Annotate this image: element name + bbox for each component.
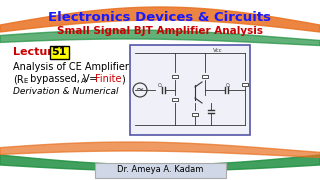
Bar [172, 98, 178, 100]
Text: =: = [85, 74, 100, 84]
Text: (R: (R [13, 74, 24, 84]
FancyBboxPatch shape [50, 46, 68, 58]
Bar [130, 45, 250, 135]
Text: ): ) [121, 74, 125, 84]
Text: Dr. Ameya A. Kadam: Dr. Ameya A. Kadam [117, 165, 203, 174]
Text: Small Signal BJT Amplifier Analysis: Small Signal BJT Amplifier Analysis [57, 26, 263, 36]
Bar [202, 75, 208, 78]
Text: Lecture: Lecture [13, 47, 60, 57]
Text: Finite: Finite [95, 74, 122, 84]
Text: 51: 51 [51, 47, 67, 57]
Text: A: A [81, 78, 86, 84]
Text: C₂: C₂ [225, 83, 231, 88]
Bar [172, 75, 178, 78]
FancyBboxPatch shape [94, 163, 226, 177]
Text: ~: ~ [136, 85, 144, 95]
Text: Vcc: Vcc [213, 48, 223, 53]
Text: bypassed, V: bypassed, V [27, 74, 90, 84]
Text: Analysis of CE Amplifier: Analysis of CE Amplifier [13, 62, 129, 72]
Bar [242, 82, 248, 85]
Text: Electronics Devices & Circuits: Electronics Devices & Circuits [49, 10, 271, 24]
Bar [192, 112, 198, 116]
Text: Derivation & Numerical: Derivation & Numerical [13, 87, 118, 96]
Text: C₁: C₁ [157, 83, 163, 88]
Text: E: E [23, 78, 28, 84]
